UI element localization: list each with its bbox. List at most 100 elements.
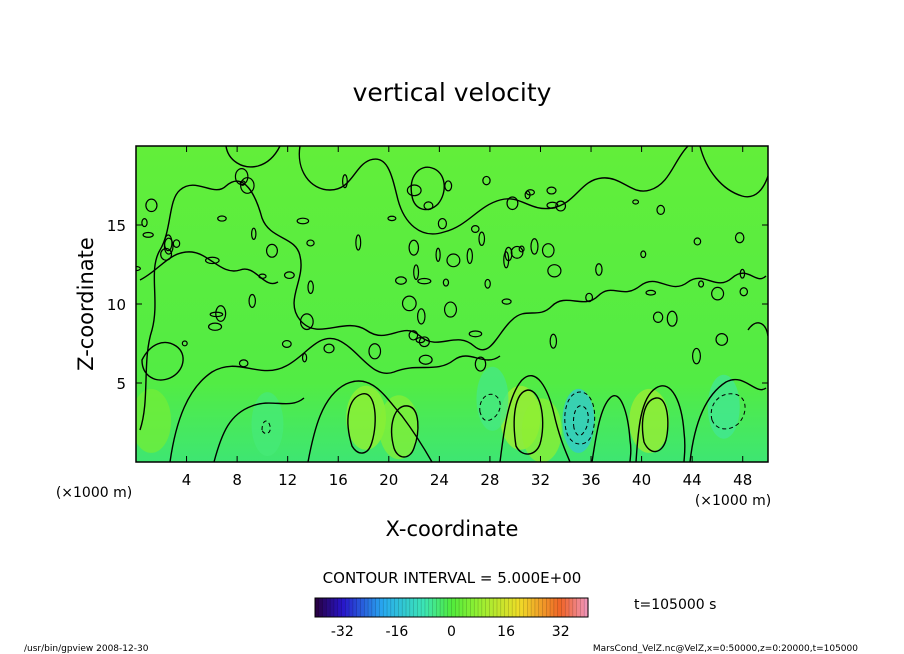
colorbar-swatch	[409, 598, 415, 617]
small-contour	[296, 217, 310, 225]
x-unit-label-left: (×1000 m)	[56, 485, 132, 501]
colorbar-swatch	[390, 598, 396, 617]
downdraft-cell-7	[476, 366, 509, 431]
small-contour	[444, 180, 453, 192]
small-contour	[142, 231, 154, 238]
small-contour	[415, 337, 426, 344]
small-contour	[234, 167, 249, 186]
small-contour	[506, 196, 519, 211]
colorbar-swatch	[398, 598, 403, 617]
small-contour	[418, 336, 430, 348]
colorbar-swatch	[481, 598, 487, 617]
small-contour	[248, 293, 256, 308]
small-contour	[711, 286, 725, 301]
small-contour	[478, 231, 486, 247]
colorbar-swatch	[459, 598, 464, 617]
small-contour	[443, 301, 458, 318]
small-contour	[141, 218, 148, 228]
colorbar-swatch	[565, 598, 570, 617]
colorbar-tick-label: 0	[447, 624, 456, 640]
colorbar-swatch	[542, 598, 547, 617]
colorbar-swatch	[455, 598, 460, 617]
colorbar-swatch	[546, 598, 551, 617]
downdraft-cell-6	[562, 388, 595, 453]
colorbar-swatch	[356, 598, 362, 617]
colorbar-swatch	[572, 598, 578, 617]
small-contour	[387, 215, 397, 222]
colorbar-swatch	[538, 598, 544, 617]
colorbar-tick-label: 16	[497, 624, 515, 640]
small-contour	[204, 256, 220, 265]
colorbar-swatch	[493, 598, 498, 617]
small-contour	[468, 330, 483, 338]
small-contour	[541, 243, 555, 258]
colorbar-swatch	[318, 598, 324, 617]
colorbar-swatch	[561, 598, 566, 617]
contour-interval-label: CONTOUR INTERVAL = 5.000E+00	[323, 569, 582, 587]
small-contour	[555, 200, 567, 212]
small-contour	[549, 333, 558, 349]
colorbar-swatch	[371, 598, 377, 617]
x-tick-label: 8	[232, 471, 242, 489]
colorbar-tick-label: -32	[331, 624, 354, 640]
colorbar-tick-label: 32	[552, 624, 570, 640]
small-contour	[524, 190, 531, 200]
colorbar-swatch	[383, 598, 388, 617]
small-contour	[656, 204, 666, 215]
small-contour	[546, 201, 559, 209]
small-contour	[446, 253, 461, 268]
x-tick-label: 28	[480, 471, 499, 489]
colorbar-swatch	[557, 598, 563, 617]
x-tick-label: 24	[430, 471, 449, 489]
colorbar-swatch	[402, 598, 407, 617]
y-tick-label: 15	[107, 217, 126, 235]
small-contour	[394, 276, 407, 285]
small-contour	[265, 243, 279, 258]
x-tick-label: 20	[379, 471, 398, 489]
small-contour	[652, 311, 664, 323]
colorbar-swatch	[569, 598, 574, 617]
small-contour	[466, 248, 473, 265]
small-contour	[283, 271, 295, 280]
colorbar-swatch	[424, 598, 430, 617]
small-contour	[530, 238, 539, 255]
colorbar-swatch	[531, 598, 536, 617]
plot-area	[136, 146, 768, 462]
small-contour	[408, 330, 419, 341]
colorbar-swatch	[315, 598, 320, 617]
colorbar-swatch	[580, 598, 585, 617]
small-contour	[715, 333, 729, 346]
updraft-cell-3	[521, 398, 562, 462]
small-contour	[632, 199, 640, 205]
updraft-cell-5	[136, 388, 172, 453]
small-contour	[501, 298, 512, 305]
colorbar-swatch	[443, 598, 449, 617]
colorbar-swatch	[466, 598, 472, 617]
colorbar-swatch	[527, 598, 532, 617]
x-tick-label: 40	[632, 471, 651, 489]
updraft-cell-4	[629, 388, 670, 453]
small-contour	[145, 198, 158, 213]
colorbar-swatch	[360, 598, 365, 617]
colorbar-swatch	[576, 598, 582, 617]
small-contour	[215, 305, 227, 322]
colorbar-swatch	[519, 598, 525, 617]
small-contour	[640, 250, 647, 259]
time-label: t=105000 s	[634, 597, 716, 613]
small-contour	[470, 225, 480, 234]
small-contour	[666, 310, 678, 327]
x-unit-label-right: (×1000 m)	[695, 493, 771, 509]
colorbar	[314, 598, 589, 617]
dashed-contours	[261, 391, 746, 445]
colorbar-swatch	[322, 598, 327, 617]
small-contour	[301, 352, 308, 363]
colorbar-swatch	[406, 598, 411, 617]
small-contour	[406, 184, 422, 197]
small-contour	[510, 245, 524, 259]
colorbar-swatch	[364, 598, 369, 617]
colorbar-swatch	[413, 598, 418, 617]
colorbar-swatch	[500, 598, 506, 617]
small-contour	[417, 277, 432, 285]
colorbar-swatch	[375, 598, 381, 617]
chart-title: vertical velocity	[353, 78, 552, 107]
